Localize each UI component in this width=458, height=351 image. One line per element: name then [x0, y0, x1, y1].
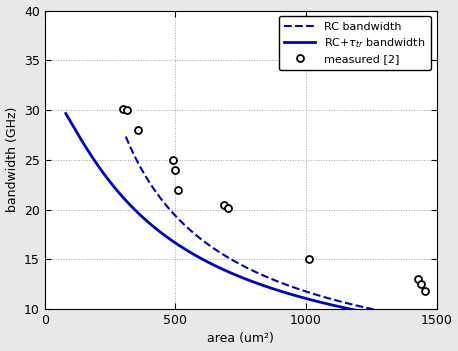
- RC+$\tau_{tr}$ bandwidth: [241, 276, 247, 280]
- RC+$\tau_{tr}$ bandwidth: [425, 321, 431, 325]
- RC bandwidth: [271, 278, 276, 282]
- RC bandwidth: [426, 318, 432, 322]
- Line: RC bandwidth: RC bandwidth: [126, 137, 436, 321]
- measured [2]: [422, 289, 427, 293]
- RC bandwidth: [378, 309, 383, 313]
- RC bandwidth: [291, 285, 297, 290]
- measured [2]: [221, 203, 226, 207]
- RC bandwidth: [273, 278, 278, 283]
- measured [2]: [135, 128, 140, 132]
- RC+$\tau_{tr}$ bandwidth: [264, 284, 269, 289]
- Y-axis label: bandwidth (GHz): bandwidth (GHz): [5, 107, 19, 212]
- measured [2]: [415, 277, 421, 281]
- RC+$\tau_{tr}$ bandwidth: [239, 276, 245, 280]
- measured [2]: [125, 108, 130, 112]
- Line: RC+$\tau_{tr}$ bandwidth: RC+$\tau_{tr}$ bandwidth: [66, 113, 436, 324]
- measured [2]: [225, 205, 230, 210]
- RC+$\tau_{tr}$ bandwidth: [284, 291, 289, 295]
- Legend: RC bandwidth, RC+$\tau_{tr}$ bandwidth, measured [2]: RC bandwidth, RC+$\tau_{tr}$ bandwidth, …: [278, 16, 431, 70]
- RC+$\tau_{tr}$ bandwidth: [434, 322, 439, 326]
- RC bandwidth: [434, 319, 439, 323]
- measured [2]: [173, 168, 178, 172]
- measured [2]: [306, 257, 311, 261]
- X-axis label: area (um²): area (um²): [207, 332, 274, 345]
- RC bandwidth: [123, 134, 129, 139]
- measured [2]: [120, 107, 126, 111]
- RC+$\tau_{tr}$ bandwidth: [63, 111, 69, 115]
- RC bandwidth: [308, 291, 313, 295]
- measured [2]: [175, 187, 181, 192]
- measured [2]: [170, 158, 175, 162]
- measured [2]: [418, 282, 424, 286]
- Line: measured [2]: measured [2]: [120, 106, 428, 294]
- RC+$\tau_{tr}$ bandwidth: [367, 311, 372, 315]
